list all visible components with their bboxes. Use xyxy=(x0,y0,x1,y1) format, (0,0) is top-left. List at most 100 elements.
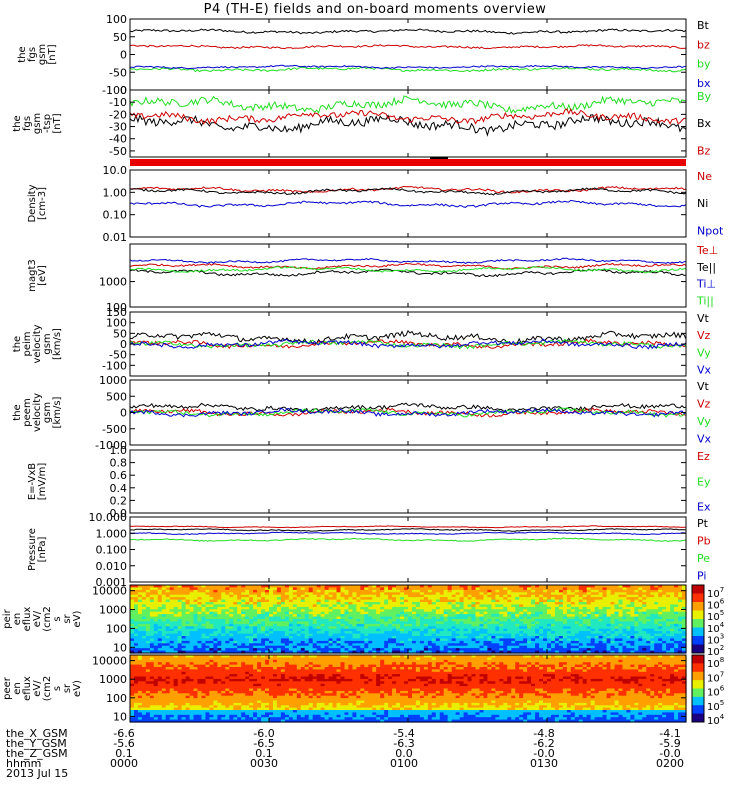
heatmap-cell xyxy=(269,602,274,605)
heatmap-cell xyxy=(658,650,663,654)
heatmap-cell xyxy=(447,606,453,610)
heatmap-cell xyxy=(666,631,671,635)
heatmap-cell xyxy=(431,628,437,632)
heatmap-cell xyxy=(400,611,405,615)
heatmap-cell xyxy=(165,597,171,601)
heatmap-cell xyxy=(225,664,230,668)
heatmap-cell xyxy=(137,695,143,699)
heatmap-cell xyxy=(213,690,218,694)
heatmap-cell xyxy=(344,599,350,603)
y-axis-label-line: magt3 xyxy=(27,259,38,292)
heatmap-cell xyxy=(265,650,270,654)
heatmap-cell xyxy=(511,631,516,635)
heatmap-cell xyxy=(201,674,207,678)
heatmap-cell xyxy=(634,592,639,596)
heatmap-cell xyxy=(594,611,600,615)
heatmap-cell xyxy=(630,589,635,593)
heatmap-cell xyxy=(201,609,207,613)
heatmap-cell xyxy=(149,693,155,697)
heatmap-cell xyxy=(276,636,282,639)
heatmap-cell xyxy=(467,606,473,610)
heatmap-cell xyxy=(570,645,576,649)
heatmap-cell xyxy=(594,636,600,639)
heatmap-cell xyxy=(368,616,373,620)
heatmap-cell xyxy=(292,638,298,642)
heatmap-cell xyxy=(201,657,207,661)
heatmap-cell xyxy=(217,640,222,644)
heatmap-cell xyxy=(463,633,469,637)
heatmap-cell xyxy=(169,655,175,658)
heatmap-cell xyxy=(566,650,572,654)
heatmap-cell xyxy=(419,626,425,630)
heatmap-cell xyxy=(531,633,536,637)
heatmap-cell xyxy=(539,585,544,588)
heatmap-cell xyxy=(447,602,453,605)
heatmap-cell xyxy=(674,623,679,627)
heatmap-cell xyxy=(177,676,183,680)
heatmap-cell xyxy=(173,695,179,699)
heatmap-cell xyxy=(229,676,234,680)
heatmap-cell xyxy=(189,589,195,593)
heatmap-cell xyxy=(459,609,465,613)
heatmap-cell xyxy=(269,606,274,610)
heatmap-cell xyxy=(193,631,199,635)
heatmap-cell xyxy=(384,621,389,625)
heatmap-cell xyxy=(642,640,647,644)
heatmap-cell xyxy=(654,614,659,618)
heatmap-cell xyxy=(507,631,512,635)
heatmap-cell xyxy=(205,688,211,692)
heatmap-cell xyxy=(360,609,365,613)
heatmap-cell xyxy=(594,631,600,635)
heatmap-cell xyxy=(634,631,639,635)
legend-Bt: Bt xyxy=(697,19,710,32)
heatmap-cell xyxy=(471,602,477,605)
heatmap-cell xyxy=(161,638,167,642)
heatmap-cell xyxy=(332,623,338,627)
heatmap-cell xyxy=(197,626,203,630)
heatmap-cell xyxy=(646,585,651,588)
heatmap-cell xyxy=(141,650,147,654)
heatmap-cell xyxy=(169,606,175,610)
heatmap-cell xyxy=(642,623,647,627)
heatmap-cell xyxy=(328,633,334,637)
heatmap-cell xyxy=(423,626,429,630)
heatmap-cell xyxy=(614,648,620,652)
heatmap-cell xyxy=(181,604,187,608)
heatmap-cell xyxy=(467,648,473,652)
heatmap-cell xyxy=(487,643,492,647)
heatmap-cell xyxy=(221,664,226,668)
heatmap-cell xyxy=(185,688,191,692)
heatmap-cell xyxy=(173,659,179,663)
heatmap-cell xyxy=(189,638,195,642)
heatmap-cell xyxy=(531,619,536,622)
heatmap-cell xyxy=(197,606,203,610)
heatmap-cell xyxy=(682,594,687,598)
heatmap-cell xyxy=(396,631,401,635)
heatmap-cell xyxy=(543,648,548,652)
heatmap-cell xyxy=(157,616,163,620)
legend-Vz: Vz xyxy=(697,329,711,342)
heatmap-cell xyxy=(169,623,175,627)
heatmap-cell xyxy=(638,602,643,605)
heatmap-cell xyxy=(606,619,612,622)
heatmap-cell xyxy=(348,611,353,615)
heatmap-cell xyxy=(380,645,385,649)
heatmap-cell xyxy=(539,604,544,608)
heatmap-cell xyxy=(324,643,330,647)
heatmap-cell xyxy=(531,640,536,644)
heatmap-cell xyxy=(344,650,350,654)
heatmap-cell xyxy=(265,616,270,620)
heatmap-cell xyxy=(658,597,663,601)
heatmap-cell xyxy=(348,626,353,630)
heatmap-cell xyxy=(130,640,135,644)
heatmap-cell xyxy=(535,594,540,598)
heatmap-cell xyxy=(372,609,377,613)
heatmap-cell xyxy=(276,597,282,601)
heatmap-cell xyxy=(443,606,449,610)
heatmap-cell xyxy=(201,717,207,721)
heatmap-cell xyxy=(638,585,643,588)
heatmap-cell xyxy=(634,616,639,620)
heatmap-cell xyxy=(205,667,211,670)
heatmap-cell xyxy=(320,585,326,588)
heatmap-cell xyxy=(634,599,639,603)
